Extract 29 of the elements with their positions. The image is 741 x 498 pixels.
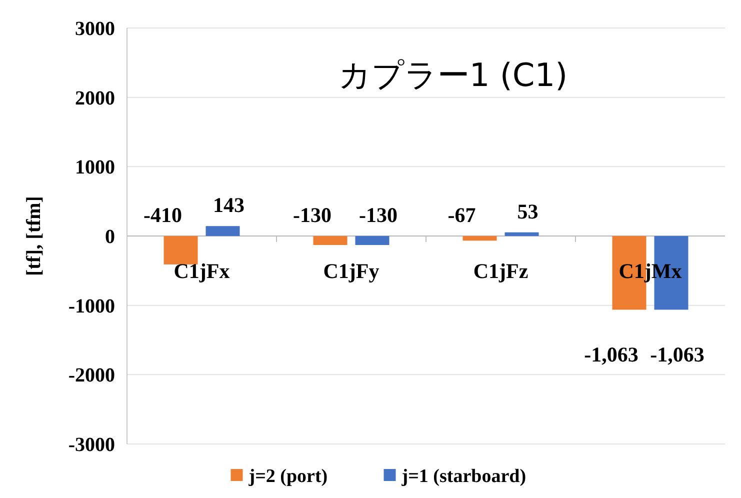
- y-tick-label: 1000: [75, 156, 115, 179]
- text: カプラー1 (C1): [338, 56, 568, 94]
- data-label: -67: [448, 203, 476, 227]
- bar: [206, 226, 240, 236]
- x-tick-label: C1jFx: [174, 259, 230, 283]
- bar: [504, 232, 539, 236]
- data-label: -130: [293, 203, 332, 227]
- data-label: -1,063: [584, 342, 638, 367]
- y-tick-label: 0: [105, 226, 115, 248]
- x-tick-label: C1jFz: [473, 259, 528, 283]
- data-label: 143: [213, 193, 244, 218]
- data-label: -1,063: [650, 342, 704, 367]
- data-label: -410: [144, 203, 182, 227]
- bar: [313, 236, 348, 246]
- y-tick-label: 2000: [75, 87, 115, 110]
- x-tick-label: C1jFy: [323, 259, 380, 283]
- bar: [355, 236, 390, 246]
- x-tick-label: C1jMx: [618, 259, 682, 283]
- y-axis-title: [tf], [tfm]: [23, 196, 45, 276]
- y-tick-label: 3000: [75, 18, 115, 40]
- y-tick-label: -1000: [68, 295, 115, 318]
- y-tick-label: -3000: [68, 434, 115, 456]
- data-label: 53: [517, 199, 538, 224]
- legend-label: j=1 (starboard): [400, 466, 526, 487]
- bar: [462, 236, 497, 241]
- bar: [164, 236, 198, 264]
- data-label: -130: [359, 203, 398, 227]
- y-tick-label: -2000: [68, 364, 115, 387]
- legend-label: j=2 (port): [248, 466, 328, 487]
